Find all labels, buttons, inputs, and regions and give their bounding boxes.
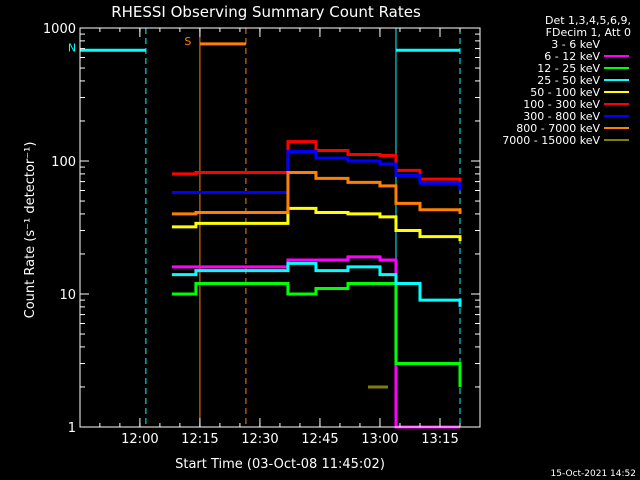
y-tick-label: 1000	[43, 22, 76, 37]
x-tick-label: 13:00	[361, 432, 398, 447]
legend-entry-label: 800 - 7000 keV	[516, 122, 600, 135]
chart-title: RHESSI Observing Summary Count Rates	[111, 3, 421, 21]
legend-entry-label: 3 - 6 keV	[551, 38, 600, 51]
legend-entry-label: 100 - 300 keV	[523, 98, 600, 111]
mode-interval-label: S	[184, 35, 191, 48]
legend-entry-label: 25 - 50 keV	[537, 74, 600, 87]
mode-interval-label: N	[68, 41, 76, 54]
x-axis-label: Start Time (03-Oct-08 11:45:02)	[175, 457, 385, 472]
y-tick-label: 1	[68, 421, 76, 436]
legend-header: FDecim 1, Att 0	[546, 26, 631, 39]
x-tick-label: 12:00	[121, 432, 158, 447]
series-line	[171, 261, 462, 307]
y-tick-label: 10	[59, 288, 76, 303]
series-line	[171, 170, 462, 216]
axes: 1 10 100 1000 12:00 12:15 12:30 12:45 13:00 13:15	[43, 22, 481, 447]
footer-timestamp: 15-Oct-2021 14:52	[551, 469, 636, 479]
x-tick-label: 12:45	[301, 432, 338, 447]
legend-entry-label: 50 - 100 keV	[530, 86, 600, 99]
legend-entry-label: 7000 - 15000 keV	[502, 134, 600, 147]
y-tick-label: 100	[51, 155, 76, 170]
legend-header: Det 1,3,4,5,6,9,	[545, 14, 631, 27]
y-axis-label: Count Rate (s⁻¹ detector⁻¹)	[23, 142, 38, 319]
legend-entry-label: 300 - 800 keV	[523, 110, 600, 123]
x-tick-label: 12:30	[241, 432, 278, 447]
legend-entry-label: 6 - 12 keV	[544, 50, 600, 63]
series-line	[171, 281, 462, 387]
series-line	[171, 206, 462, 242]
series-line	[171, 140, 462, 185]
x-tick-label: 12:15	[181, 432, 218, 447]
x-tick-label: 13:15	[421, 432, 458, 447]
legend-entry-label: 12 - 25 keV	[537, 62, 600, 75]
legend: Det 1,3,4,5,6,9,FDecim 1, Att 03 - 6 keV…	[502, 14, 631, 147]
